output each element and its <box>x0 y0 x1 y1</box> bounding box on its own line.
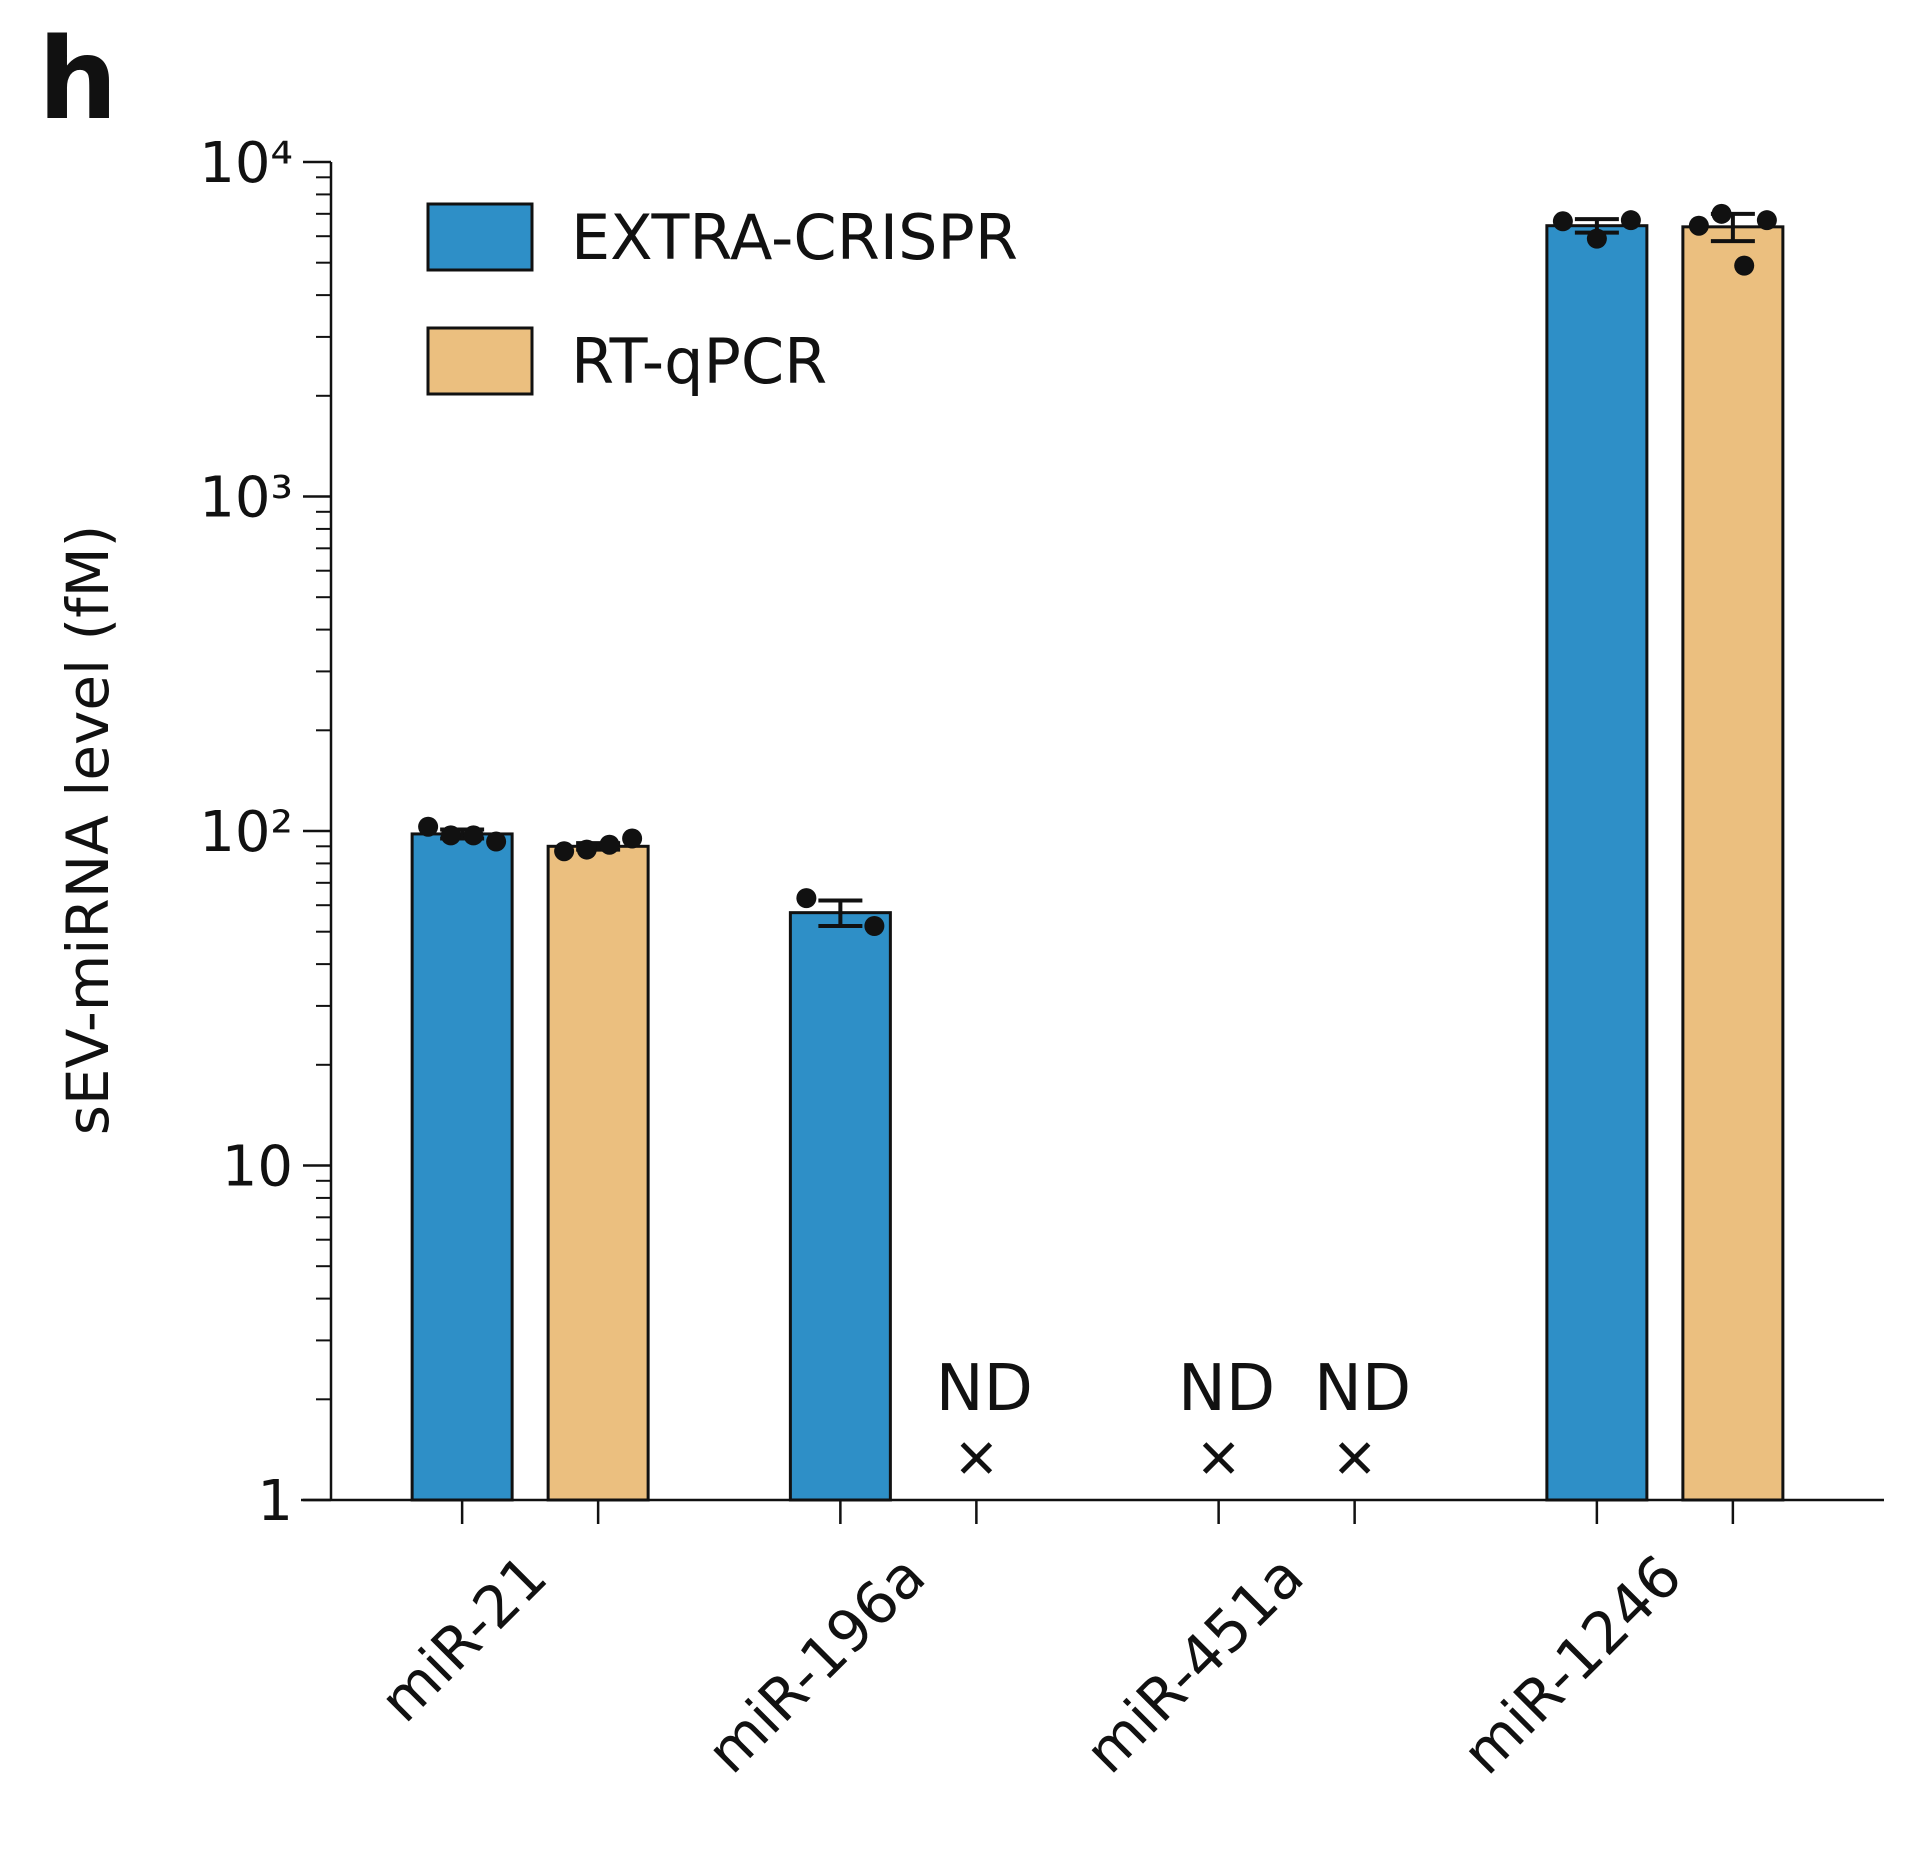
nd-label: ND <box>1314 1352 1411 1426</box>
bar <box>1681 225 1785 1502</box>
data-point <box>440 825 461 846</box>
x-tick-label: miR-1246 <box>1449 1542 1694 1787</box>
nd-label: ND <box>936 1352 1033 1426</box>
x-tick-label: miR-196a <box>694 1542 938 1786</box>
nd-marker <box>1202 1442 1235 1474</box>
nd-label: ND <box>1178 1352 1275 1426</box>
data-point <box>418 816 439 837</box>
bar <box>1545 224 1649 1502</box>
data-point <box>622 828 643 849</box>
nd-marker <box>960 1442 993 1474</box>
data-point <box>1586 228 1607 249</box>
y-tick-label: 10² <box>199 800 293 865</box>
y-tick-label: 10⁴ <box>199 131 293 196</box>
data-point <box>486 831 507 852</box>
bar <box>410 832 514 1502</box>
bar <box>788 911 892 1502</box>
panel-label: h <box>38 15 118 145</box>
data-point <box>1688 215 1709 236</box>
data-point <box>1620 210 1641 231</box>
nd-marker <box>1338 1442 1371 1474</box>
legend-label: RT-qPCR <box>571 325 827 398</box>
legend-swatch <box>426 202 534 272</box>
data-point <box>463 825 484 846</box>
legend-label: EXTRA-CRISPR <box>571 201 1018 274</box>
bar <box>546 844 650 1502</box>
x-tick-label: miR-451a <box>1072 1542 1316 1786</box>
data-point <box>1552 211 1573 232</box>
y-tick-label: 10 <box>222 1135 293 1200</box>
legend-swatch <box>426 326 534 396</box>
data-point <box>576 839 597 860</box>
data-point <box>864 915 885 936</box>
data-point <box>1711 203 1732 224</box>
data-point <box>554 841 575 862</box>
x-tick-label: miR-21 <box>367 1542 560 1735</box>
data-point <box>796 888 817 909</box>
data-point <box>1756 210 1777 231</box>
y-tick-label: 10³ <box>199 466 293 531</box>
error-bar <box>818 898 863 928</box>
data-point <box>1734 255 1755 276</box>
y-tick-label: 1 <box>257 1469 293 1534</box>
y-axis-label: sEV-miRNA level (fM) <box>54 525 122 1136</box>
data-point <box>599 834 620 855</box>
